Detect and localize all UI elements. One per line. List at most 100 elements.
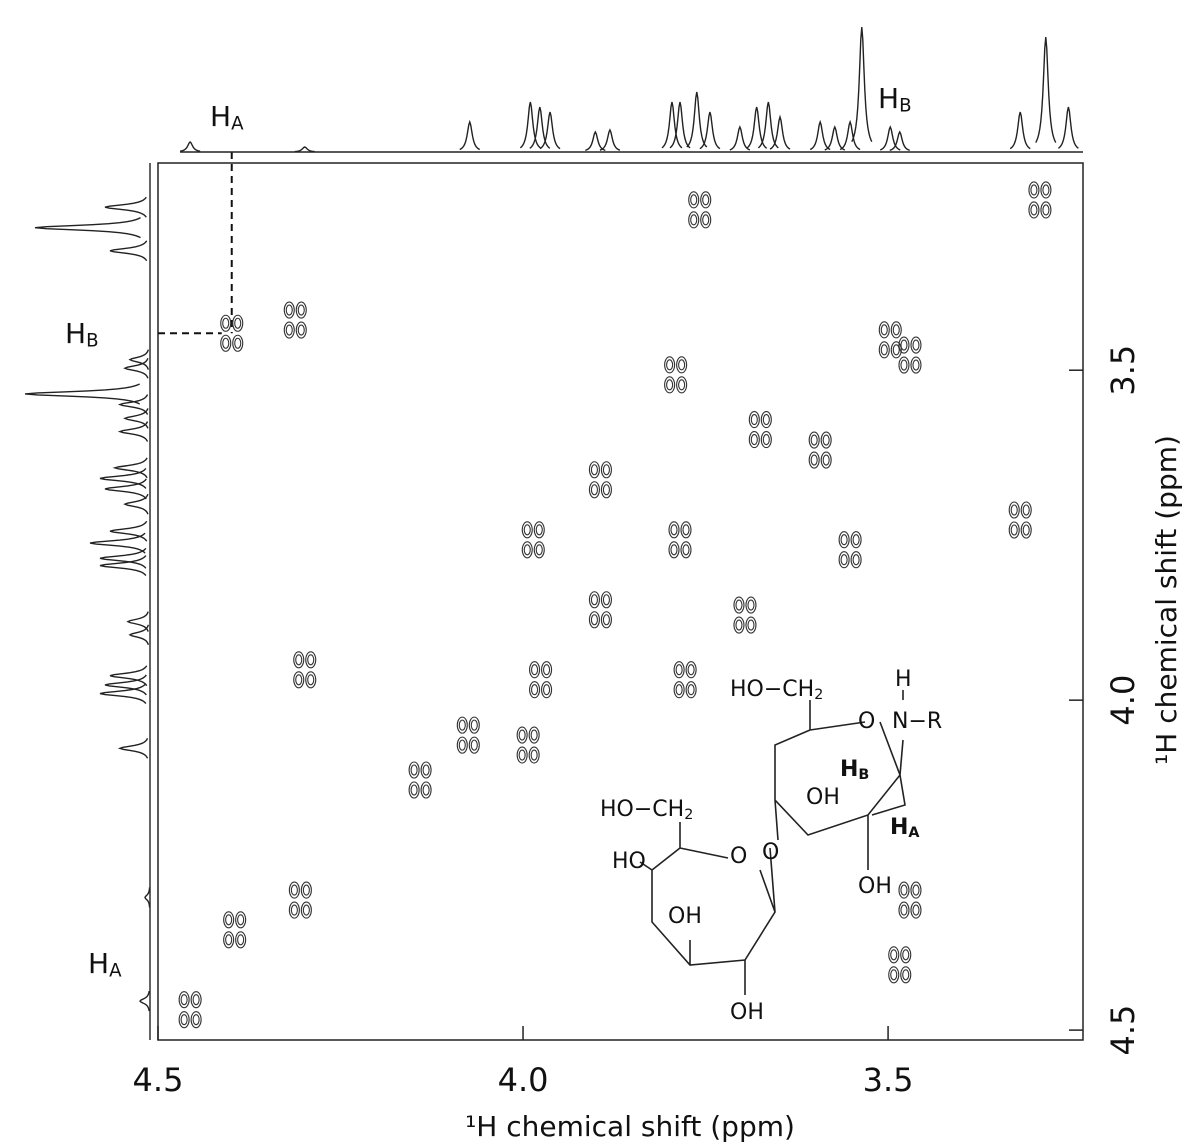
cross-peak: [673, 661, 697, 699]
projection-peak: [769, 114, 791, 150]
projection-peak: [99, 467, 147, 489]
label-text: H: [890, 815, 908, 840]
projection-peak: [104, 196, 147, 218]
projection-peak: [117, 421, 149, 442]
projection-peak: [99, 555, 147, 576]
projection-peak: [839, 119, 861, 151]
projection-peak: [729, 125, 751, 151]
cross-peak: [588, 591, 612, 629]
cross-peak: [293, 651, 317, 689]
projection-peak: [109, 665, 148, 687]
label-text: OH: [806, 785, 840, 810]
cross-peak: [878, 321, 902, 359]
label-subscript: B: [858, 767, 869, 783]
cross-peak: [220, 314, 244, 352]
x-tick-label: 3.5: [863, 1061, 914, 1099]
label-text: OH: [730, 1000, 764, 1025]
label-subscript: A: [109, 960, 122, 981]
structure-bonds: [639, 690, 906, 995]
projection-peak: [851, 26, 873, 142]
cross-peak: [1028, 181, 1052, 219]
structure-label: HA: [890, 815, 920, 841]
structure-label: N−R: [892, 709, 942, 734]
cross-peak: [456, 716, 480, 754]
y-tick-label: 4.5: [1104, 1005, 1142, 1056]
projection-peak: [699, 111, 721, 150]
projection-peak: [661, 101, 683, 149]
structure-label: O: [730, 844, 747, 869]
label-text: H: [210, 100, 231, 133]
label-subscript: B: [86, 330, 98, 351]
label-text: HO−CH: [730, 677, 814, 702]
projection-peak: [879, 125, 901, 151]
projection-peak: [824, 125, 846, 151]
projection-peak: [585, 130, 606, 152]
projection-peak: [117, 738, 149, 759]
label-text: OH: [858, 874, 892, 899]
projection-peak: [294, 146, 315, 153]
projection-peak: [1035, 36, 1057, 143]
projection-peak: [529, 106, 551, 149]
label-subscript: 2: [814, 687, 823, 703]
cross-peak: [838, 531, 862, 569]
projection-peak: [746, 106, 768, 149]
structure-label: HB: [840, 757, 869, 783]
structure-label: HO−CH2: [730, 677, 823, 703]
projection-peak: [180, 141, 201, 152]
cross-peak: [223, 911, 247, 949]
y-axis-label: ¹H chemical shift (ppm): [1150, 435, 1183, 765]
projection-peak: [1057, 106, 1079, 149]
x-tick-label: 4.5: [133, 1061, 184, 1099]
label-text: H: [878, 82, 899, 115]
cross-peak: [288, 881, 312, 919]
projection-peak: [686, 91, 708, 148]
y-tick-label: 4.0: [1104, 675, 1142, 726]
projection-peak: [104, 674, 147, 696]
structure-label: HO: [612, 849, 646, 874]
peak-annotation: HA: [88, 947, 122, 981]
label-text: O: [762, 840, 779, 865]
projection-peak: [459, 119, 481, 151]
label-subscript: B: [899, 95, 911, 116]
structure-label: OH: [806, 785, 840, 810]
structure-label: O: [762, 840, 779, 865]
structure-label: OH: [730, 1000, 764, 1025]
peak-annotation: HB: [878, 82, 912, 116]
label-text: H: [65, 317, 86, 350]
cross-peak: [529, 661, 553, 699]
projection-peak: [24, 383, 140, 405]
projection-peak: [99, 547, 147, 569]
label-subscript: 2: [684, 807, 693, 823]
projection-peak: [144, 887, 151, 908]
projection-peak: [809, 119, 831, 151]
cross-peak: [668, 521, 692, 559]
structure-label: HO−CH2: [600, 797, 693, 823]
label-subscript: A: [231, 113, 244, 134]
structure-label: OH: [858, 874, 892, 899]
label-text: HO−CH: [600, 797, 684, 822]
projection-peak: [109, 240, 148, 262]
cross-peak: [748, 411, 772, 449]
projection-peak: [669, 101, 691, 149]
label-text: H: [895, 667, 912, 692]
cross-peak: [516, 726, 540, 764]
cross-peak: [898, 881, 922, 919]
projection-peak: [599, 128, 621, 151]
structure-label: OH: [668, 904, 702, 929]
peak-annotation: HB: [65, 317, 99, 351]
y-tick-label: 3.5: [1104, 345, 1142, 396]
label-text: H: [840, 757, 858, 782]
cross-peak: [898, 336, 922, 374]
cross-peak: [408, 761, 432, 799]
cross-peak: [888, 946, 912, 984]
peak-annotation: HA: [210, 100, 244, 134]
projection-peak: [34, 217, 141, 239]
projection-peak: [1009, 111, 1031, 150]
cross-peak: [178, 991, 202, 1029]
cross-peak: [521, 521, 545, 559]
label-text: O: [730, 844, 747, 869]
projection-peak: [104, 478, 147, 500]
cross-peak: [808, 431, 832, 469]
projection-peak: [889, 130, 910, 152]
